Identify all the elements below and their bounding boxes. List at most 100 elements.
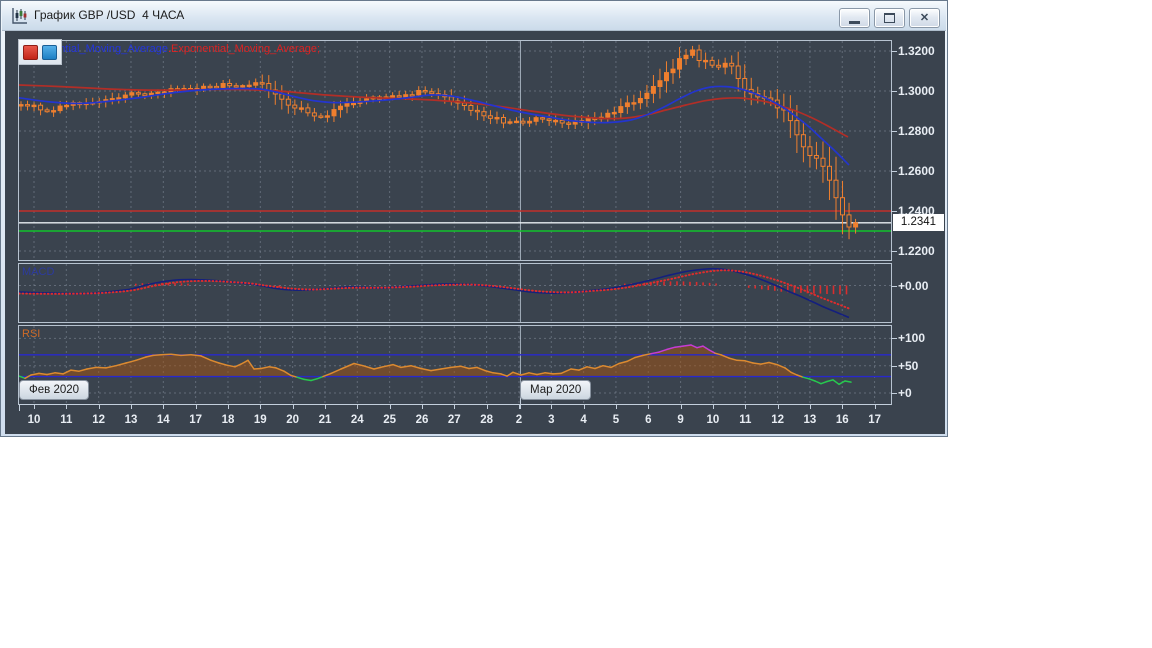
- price-axis-label: 1.2200: [898, 244, 935, 258]
- x-axis-tick: [195, 405, 197, 409]
- x-axis-tick: [809, 405, 811, 409]
- month-label-mar: Мар 2020: [520, 380, 592, 400]
- window-title: График GBP /USD 4 ЧАСА: [34, 8, 185, 22]
- x-axis-tick: [777, 405, 779, 409]
- x-axis-label: 6: [645, 414, 652, 426]
- macd-panel[interactable]: [18, 263, 892, 323]
- x-axis-label: 5: [612, 414, 620, 426]
- indicator-legend: Exponential_Moving_Average.Exponential_M…: [22, 43, 320, 55]
- x-axis-label: 14: [156, 414, 170, 426]
- x-axis-tick: [680, 405, 682, 409]
- x-axis-tick: [260, 405, 262, 409]
- minimize-button[interactable]: [839, 8, 870, 28]
- axis-tick: [891, 131, 897, 132]
- x-axis-tick: [163, 405, 165, 409]
- axis-tick: [891, 366, 897, 367]
- x-axis-tick: [325, 405, 326, 409]
- x-axis-tick: [292, 405, 294, 409]
- x-axis-tick: [228, 405, 229, 409]
- x-axis-label: 20: [286, 414, 299, 426]
- candlestick-chart-icon: [12, 8, 27, 24]
- axis-tick: [891, 251, 897, 252]
- x-axis-label: 13: [124, 414, 138, 426]
- x-axis-tick: [389, 405, 391, 409]
- x-axis-label: 27: [447, 414, 461, 426]
- price-chart-svg: [19, 41, 891, 260]
- price-chart-panel[interactable]: [18, 40, 892, 261]
- x-axis-label: 4: [580, 414, 587, 426]
- price-axis-label: 1.2600: [898, 164, 935, 178]
- macd-svg: [19, 264, 891, 322]
- x-axis-tick: [551, 405, 553, 409]
- x-axis-tick: [745, 405, 747, 409]
- x-axis-label: 16: [835, 414, 849, 426]
- price-axis-label: 1.2800: [898, 124, 935, 138]
- x-axis-label: 26: [415, 414, 429, 426]
- restore-icon: [884, 13, 895, 23]
- x-axis-label: 17: [189, 414, 202, 426]
- x-axis-label: 9: [677, 414, 684, 426]
- price-axis-label: +50: [898, 359, 919, 373]
- blue-square-button[interactable]: [42, 44, 57, 60]
- window-controls: [839, 8, 940, 28]
- close-button[interactable]: [909, 8, 940, 28]
- month-label-feb: Фев 2020: [19, 380, 90, 400]
- x-axis-tick: [842, 405, 844, 409]
- x-axis-tick: [357, 405, 359, 409]
- x-axis-label: 3: [548, 414, 555, 426]
- x-axis-tick: [66, 405, 68, 409]
- x-axis-tick: [454, 405, 456, 409]
- axis-tick: [891, 51, 897, 52]
- x-axis-label: 19: [253, 414, 267, 426]
- x-axis-tick: [712, 405, 714, 409]
- x-axis-tick: [422, 405, 423, 409]
- x-axis-label: 11: [739, 414, 752, 426]
- x-axis-tick: [519, 405, 520, 409]
- red-square-button[interactable]: [23, 44, 38, 60]
- price-axis-label: +0: [898, 386, 912, 400]
- x-axis-label: 24: [350, 414, 364, 426]
- restore-button[interactable]: [874, 8, 905, 28]
- x-axis-label: 10: [706, 414, 720, 426]
- x-axis-tick: [34, 405, 35, 409]
- x-axis-label: 28: [480, 414, 493, 426]
- axis-tick: [891, 393, 897, 394]
- rsi-panel[interactable]: [18, 325, 892, 405]
- application-window: График GBP /USD 4 ЧАСА Exponential_Movin…: [0, 0, 948, 437]
- price-axis-label: 1.3000: [898, 84, 935, 98]
- current-price-badge: 1.2341: [893, 214, 944, 231]
- x-axis-label: 11: [60, 414, 73, 426]
- axis-tick: [891, 171, 897, 172]
- x-axis-label: 2: [515, 414, 523, 426]
- price-axis-label: +0.00: [898, 279, 929, 293]
- x-axis-label: 12: [92, 414, 106, 426]
- rsi-label: RSI: [22, 328, 41, 340]
- axis-tick: [891, 338, 897, 339]
- x-axis-line: [19, 404, 891, 405]
- title-bar[interactable]: График GBP /USD 4 ЧАСА: [2, 1, 946, 31]
- price-axis-label: 1.3200: [898, 44, 935, 58]
- x-axis-label: 17: [868, 414, 881, 426]
- x-axis-tick: [874, 405, 876, 409]
- macd-label: MACD: [22, 266, 55, 278]
- x-axis-label: 21: [318, 414, 332, 426]
- x-axis-tick: [98, 405, 100, 409]
- chart-mini-toolbar: [18, 39, 62, 65]
- x-axis-tick-month: [520, 398, 522, 409]
- x-axis-tick: [583, 405, 585, 409]
- x-axis-label: 25: [383, 414, 396, 426]
- axis-tick: [891, 286, 897, 287]
- x-axis-label: 10: [27, 414, 41, 426]
- rsi-svg: [19, 326, 891, 404]
- price-axis-label: +100: [898, 331, 926, 345]
- x-axis-label: 12: [771, 414, 784, 426]
- x-axis-tick: [648, 405, 650, 409]
- axis-tick: [891, 211, 897, 212]
- ema-red-legend: .Exponential_Moving_Average;: [167, 43, 321, 55]
- x-axis-tick: [486, 405, 488, 409]
- axis-tick: [891, 91, 897, 92]
- x-axis-label: 13: [803, 414, 817, 426]
- minimize-icon: [849, 20, 860, 24]
- x-axis-tick-left-edge: [19, 405, 20, 411]
